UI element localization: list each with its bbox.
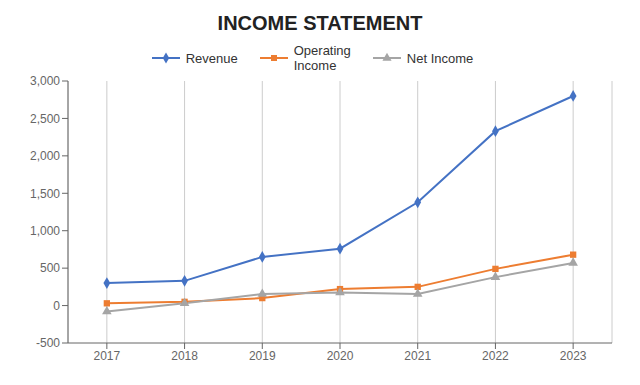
svg-text:2022: 2022 [482,349,509,363]
svg-text:500: 500 [40,261,60,275]
svg-text:2,500: 2,500 [30,112,60,126]
svg-text:2019: 2019 [249,349,276,363]
svg-text:1,500: 1,500 [30,187,60,201]
svg-text:2020: 2020 [327,349,354,363]
svg-text:1,000: 1,000 [30,224,60,238]
svg-text:2021: 2021 [404,349,431,363]
svg-text:3,000: 3,000 [30,74,60,88]
html-text:Revenue: Revenue [185,50,238,66]
html-text:INCOME STATEMENT: INCOME STATEMENT [217,12,423,34]
svg-text:2018: 2018 [171,349,198,363]
html-text:Net Income: Net Income [406,50,474,66]
svg-text:0: 0 [53,299,60,313]
svg-text:-500: -500 [36,336,60,350]
svg-text:2023: 2023 [560,349,587,363]
svg-text:2,000: 2,000 [30,149,60,163]
html-text:Operating Income: Operating Income [293,43,351,73]
svg-text:2017: 2017 [94,349,121,363]
